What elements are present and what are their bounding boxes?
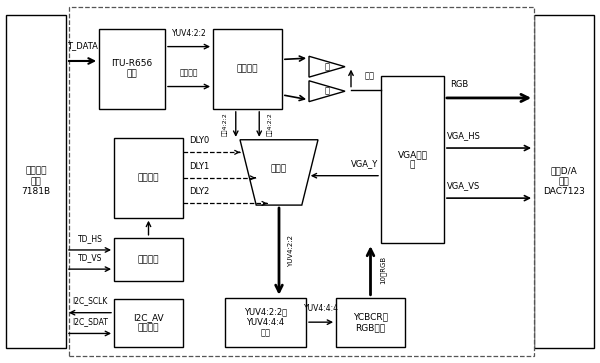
Text: TD_HS: TD_HS <box>77 234 103 243</box>
Text: YUV4:4:4: YUV4:4:4 <box>304 304 338 313</box>
Polygon shape <box>309 56 345 77</box>
Text: I2C_SDAT: I2C_SDAT <box>72 317 108 326</box>
Text: 视频解码
芯片
7181B: 视频解码 芯片 7181B <box>22 167 50 196</box>
Text: VGA_Y: VGA_Y <box>351 159 378 168</box>
Text: 奇: 奇 <box>325 87 329 96</box>
Text: 视频缓存: 视频缓存 <box>237 65 258 73</box>
FancyBboxPatch shape <box>213 29 282 109</box>
FancyBboxPatch shape <box>6 15 66 348</box>
Text: DLY2: DLY2 <box>189 187 209 196</box>
Text: I2C_SCLK: I2C_SCLK <box>73 297 107 305</box>
Text: VGA_HS: VGA_HS <box>447 131 481 140</box>
Text: 偶: 偶 <box>325 62 329 71</box>
Text: I2C_AV
配置单元: I2C_AV 配置单元 <box>133 313 164 333</box>
FancyBboxPatch shape <box>534 15 594 348</box>
Text: YCBCR到
RGB转换: YCBCR到 RGB转换 <box>353 313 388 332</box>
Polygon shape <box>309 81 345 102</box>
Text: YUV4:2:2: YUV4:2:2 <box>288 235 294 268</box>
Text: DLY0: DLY0 <box>189 136 209 145</box>
FancyBboxPatch shape <box>114 138 183 218</box>
FancyBboxPatch shape <box>225 298 306 347</box>
Text: 请求: 请求 <box>365 72 375 81</box>
Text: T_DATA: T_DATA <box>67 41 98 50</box>
Text: 偶场4:2:2: 偶场4:2:2 <box>267 113 273 136</box>
Text: ITU-R656
解码: ITU-R656 解码 <box>112 59 152 79</box>
Text: 延时时钟: 延时时钟 <box>138 174 159 182</box>
FancyBboxPatch shape <box>336 298 405 347</box>
Text: VGA_VS: VGA_VS <box>447 181 480 190</box>
Text: VGA控制
器: VGA控制 器 <box>398 150 427 170</box>
Text: YUV4:2:2: YUV4:2:2 <box>172 29 206 37</box>
FancyBboxPatch shape <box>381 76 444 243</box>
Text: 选择器: 选择器 <box>271 164 287 173</box>
Text: DLY1: DLY1 <box>189 162 209 171</box>
Text: TD_VS: TD_VS <box>78 253 102 262</box>
Text: RGB: RGB <box>450 80 468 89</box>
Text: 数据有效: 数据有效 <box>180 69 198 77</box>
Text: 锁存检测: 锁存检测 <box>138 255 159 264</box>
Text: 奇场4:2:2: 奇场4:2:2 <box>222 113 228 136</box>
Text: 10位RGB: 10位RGB <box>379 256 386 285</box>
FancyBboxPatch shape <box>114 299 183 347</box>
FancyBboxPatch shape <box>69 7 534 356</box>
FancyBboxPatch shape <box>99 29 165 109</box>
FancyBboxPatch shape <box>114 238 183 281</box>
Polygon shape <box>240 140 318 205</box>
Text: 视频D/A
芯片
DAC7123: 视频D/A 芯片 DAC7123 <box>543 167 585 196</box>
Text: YUV4:2:2到
YUV4:4:4
转换: YUV4:2:2到 YUV4:4:4 转换 <box>244 307 287 337</box>
